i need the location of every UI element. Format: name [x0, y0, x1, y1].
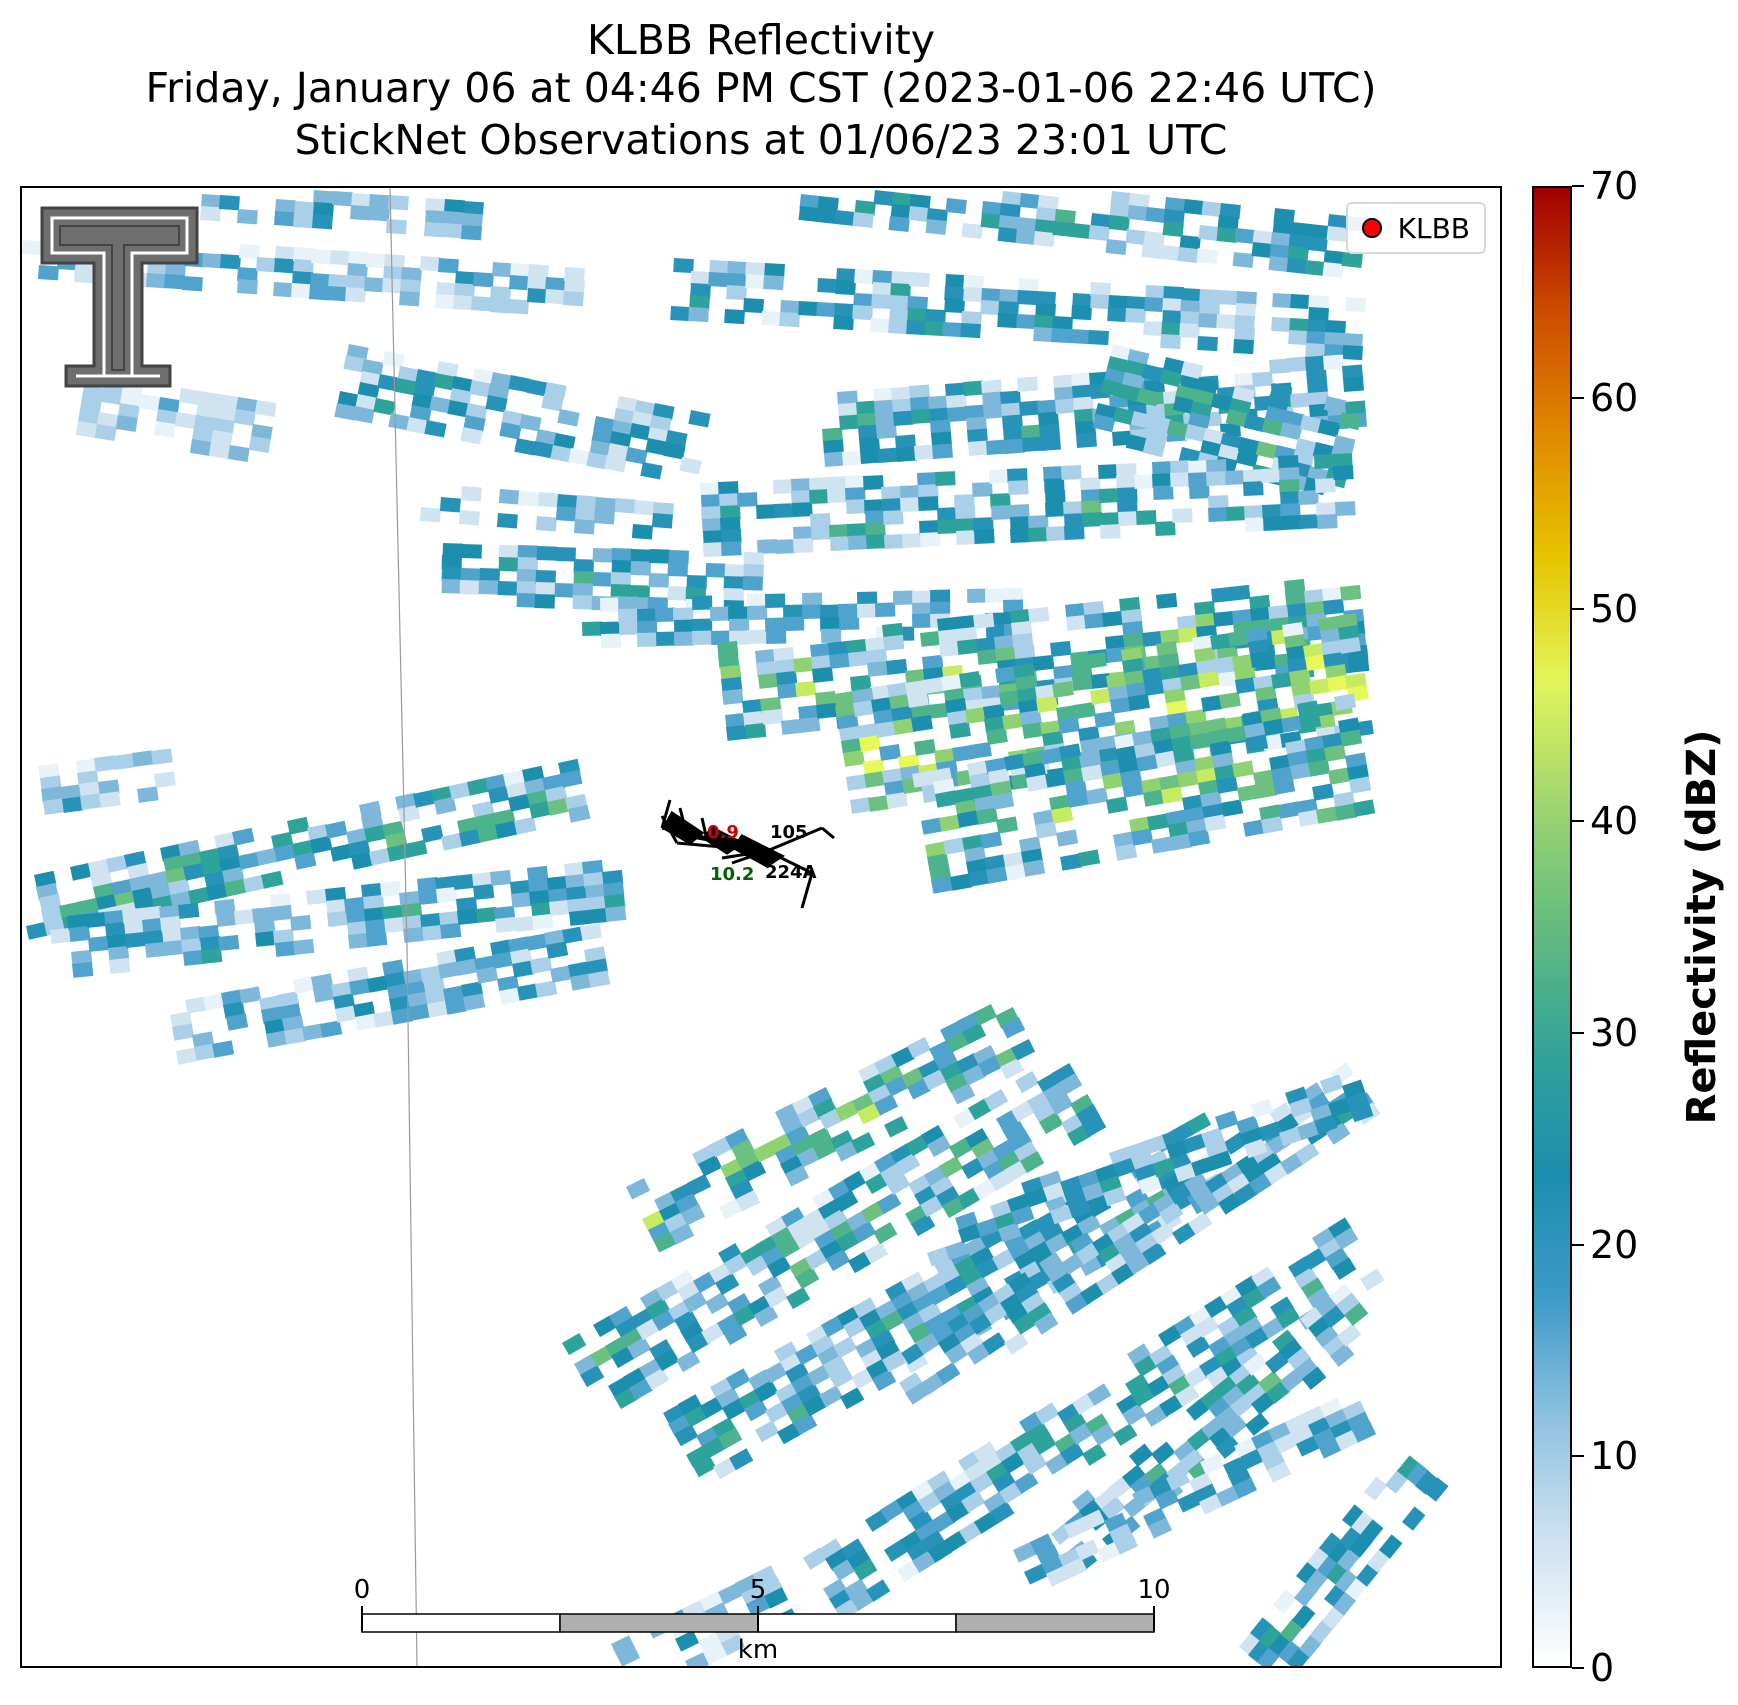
texas-tech-logo-icon — [40, 206, 199, 388]
scale-bar: 0 5 10 km — [354, 1575, 1171, 1665]
colorbar-tick-mark — [1572, 608, 1584, 611]
colorbar-title: Reflectivity (dBZ) — [1679, 729, 1725, 1125]
scale-tick-10: 10 — [1137, 1575, 1170, 1605]
colorbar-tick-label: 40 — [1590, 799, 1639, 844]
station-224A-id: 224A — [765, 862, 817, 883]
title-line-1: KLBB Reflectivity — [587, 16, 935, 64]
colorbar-tick-mark — [1572, 396, 1584, 399]
colorbar-tick-label: 0 — [1590, 1646, 1615, 1690]
radar-map[interactable]: 0.9 105 10.2 224A 0 5 10 km KLBB — [20, 186, 1502, 1668]
scale-unit: km — [738, 1635, 778, 1665]
scale-tick-0: 0 — [354, 1575, 371, 1605]
colorbar-tick-label: 10 — [1590, 1434, 1639, 1479]
colorbar-tick-mark — [1572, 185, 1584, 187]
colorbar-tick-mark — [1572, 1031, 1584, 1034]
reflectivity-cells — [22, 189, 1449, 1666]
colorbar-tick-label: 60 — [1590, 375, 1639, 420]
colorbar-tick-label: 30 — [1590, 1010, 1639, 1055]
station-105-id: 105 — [770, 822, 808, 843]
colorbar-tick-mark — [1572, 1455, 1584, 1458]
station-105-value: 0.9 — [707, 822, 739, 843]
county-boundary — [389, 188, 418, 1666]
station-barbs — [660, 799, 835, 909]
colorbar — [1532, 186, 1572, 1668]
legend-label: KLBB — [1397, 211, 1470, 245]
title-line-2: Friday, January 06 at 04:46 PM CST (2023… — [145, 64, 1377, 112]
scale-tick-5: 5 — [750, 1575, 767, 1605]
colorbar-tick-mark — [1572, 1243, 1584, 1246]
colorbar-tick-mark — [1572, 820, 1584, 823]
title-line-3: StickNet Observations at 01/06/23 23:01 … — [294, 116, 1228, 164]
klbb-marker-icon — [1361, 218, 1382, 238]
colorbar-tick-mark — [1572, 1667, 1584, 1669]
colorbar-tick-label: 70 — [1590, 164, 1639, 208]
colorbar-tick-label: 20 — [1590, 1222, 1639, 1267]
map-legend: KLBB — [1345, 202, 1486, 254]
station-224A-value: 10.2 — [710, 864, 754, 885]
colorbar-tick-label: 50 — [1590, 587, 1639, 632]
